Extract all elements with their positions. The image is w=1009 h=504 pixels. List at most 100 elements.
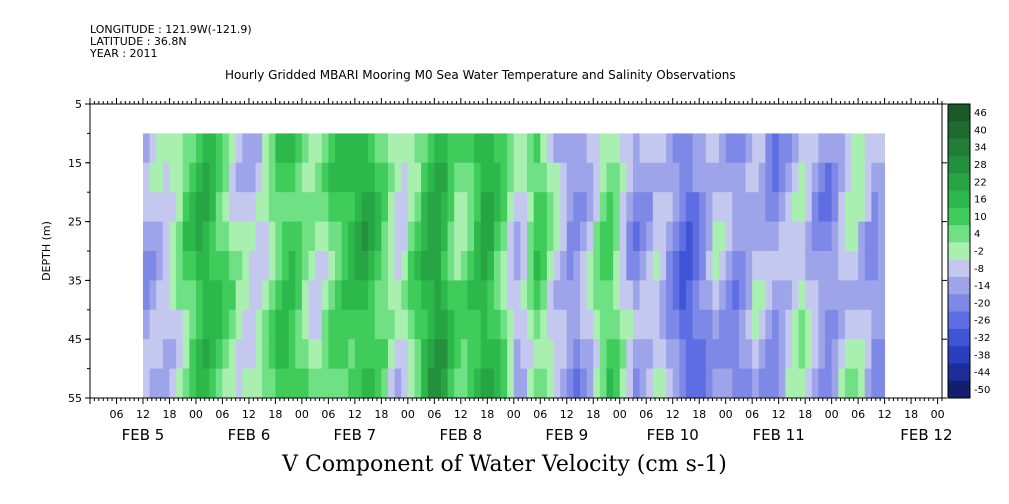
heatmap-cell — [222, 368, 230, 399]
heatmap-cell — [573, 133, 581, 164]
colorbar-label: -2 — [974, 247, 984, 258]
heatmap-cell — [632, 368, 641, 399]
heatmap-cell — [374, 339, 382, 369]
heatmap-cell — [632, 309, 641, 340]
heatmap-cell — [447, 280, 455, 311]
heatmap-cell — [560, 133, 568, 164]
heatmap-cell — [772, 339, 780, 369]
heatmap-cell — [719, 192, 727, 222]
heatmap-cell — [507, 251, 515, 281]
heatmap-cell — [533, 339, 541, 369]
heatmap-cell — [480, 339, 488, 369]
heatmap-cell — [348, 251, 356, 281]
x-date-label: FEB 11 — [753, 426, 805, 444]
heatmap-cell — [460, 280, 468, 311]
colorbar-label: 4 — [974, 229, 980, 240]
heatmap-cell — [434, 339, 442, 369]
heatmap-cell — [189, 162, 197, 193]
heatmap-cell — [672, 309, 680, 340]
heatmap-cell — [381, 368, 389, 399]
heatmap-cell — [361, 162, 369, 193]
heatmap-cell — [209, 192, 217, 222]
heatmap-cell — [844, 133, 852, 164]
heatmap-cell — [467, 133, 475, 164]
heatmap-cell — [513, 162, 521, 193]
heatmap-cell — [772, 368, 780, 399]
heatmap-cell — [480, 162, 488, 193]
heatmap-cell — [646, 309, 654, 340]
colorbar-swatch — [948, 380, 970, 399]
heatmap-cell — [407, 221, 415, 252]
heatmap-cell — [440, 162, 448, 193]
heatmap-cell — [725, 280, 733, 311]
heatmap-cell — [738, 133, 746, 164]
heatmap-cell — [361, 368, 369, 399]
heatmap-cell — [758, 162, 766, 193]
heatmap-cell — [818, 162, 826, 193]
heatmap-cell — [805, 162, 813, 193]
heatmap-cell — [864, 133, 872, 164]
y-tick-label: 45 — [68, 333, 82, 346]
heatmap-cell — [182, 368, 190, 399]
heatmap-cell — [202, 133, 210, 164]
heatmap-cell — [209, 368, 217, 399]
heatmap-cell — [195, 251, 203, 281]
heatmap-cell — [785, 368, 793, 399]
heatmap-cell — [487, 251, 495, 281]
heatmap-cell — [295, 368, 303, 399]
heatmap-cell — [560, 162, 568, 193]
heatmap-cell — [586, 221, 594, 252]
heatmap-cell — [354, 221, 362, 252]
heatmap-cell — [672, 339, 680, 369]
heatmap-cell — [811, 368, 819, 399]
heatmap-cell — [632, 339, 641, 369]
heatmap-cell — [580, 133, 588, 164]
heatmap-cell — [666, 280, 674, 311]
heatmap-cell — [632, 192, 641, 222]
heatmap-cell — [321, 309, 329, 340]
heatmap-cell — [414, 251, 422, 281]
heatmap-cell — [719, 162, 727, 193]
heatmap-cell — [540, 368, 548, 399]
heatmap-cell — [712, 368, 720, 399]
heatmap-cell — [818, 280, 826, 311]
heatmap-cell — [699, 309, 707, 340]
heatmap-cell — [580, 309, 588, 340]
heatmap-cell — [215, 221, 223, 252]
heatmap-cell — [182, 280, 190, 311]
heatmap-cell — [593, 251, 601, 281]
heatmap-cell — [229, 192, 237, 222]
heatmap-cell — [215, 368, 223, 399]
heatmap-cell — [791, 251, 799, 281]
heatmap-cell — [374, 251, 382, 281]
heatmap-cell — [864, 192, 872, 222]
heatmap-cell — [851, 280, 859, 311]
heatmap-cell — [732, 192, 740, 222]
heatmap-cell — [328, 251, 336, 281]
x-date-label: FEB 12 — [900, 426, 952, 444]
heatmap-cell — [507, 368, 515, 399]
heatmap-cell — [262, 162, 270, 193]
heatmap-cell — [500, 251, 508, 281]
heatmap-cell — [447, 192, 455, 222]
heatmap-cell — [705, 280, 713, 311]
heatmap-cell — [685, 251, 693, 281]
heatmap-cell — [712, 192, 720, 222]
heatmap-cell — [288, 162, 296, 193]
heatmap-cell — [778, 280, 786, 311]
heatmap-cell — [599, 251, 607, 281]
heatmap-cell — [156, 280, 164, 311]
heatmap-cell — [791, 221, 799, 252]
heatmap-cell — [580, 221, 588, 252]
heatmap-cell — [507, 280, 515, 311]
heatmap-cell — [778, 133, 786, 164]
heatmap-cell — [275, 133, 283, 164]
heatmap-cell — [427, 309, 435, 340]
heatmap-cell — [580, 280, 588, 311]
heatmap-cell — [275, 192, 283, 222]
heatmap-cell — [480, 368, 488, 399]
heatmap-cell — [685, 309, 693, 340]
heatmap-cell — [825, 133, 833, 164]
y-tick-label: 35 — [68, 274, 82, 287]
heatmap-cell — [248, 368, 256, 399]
